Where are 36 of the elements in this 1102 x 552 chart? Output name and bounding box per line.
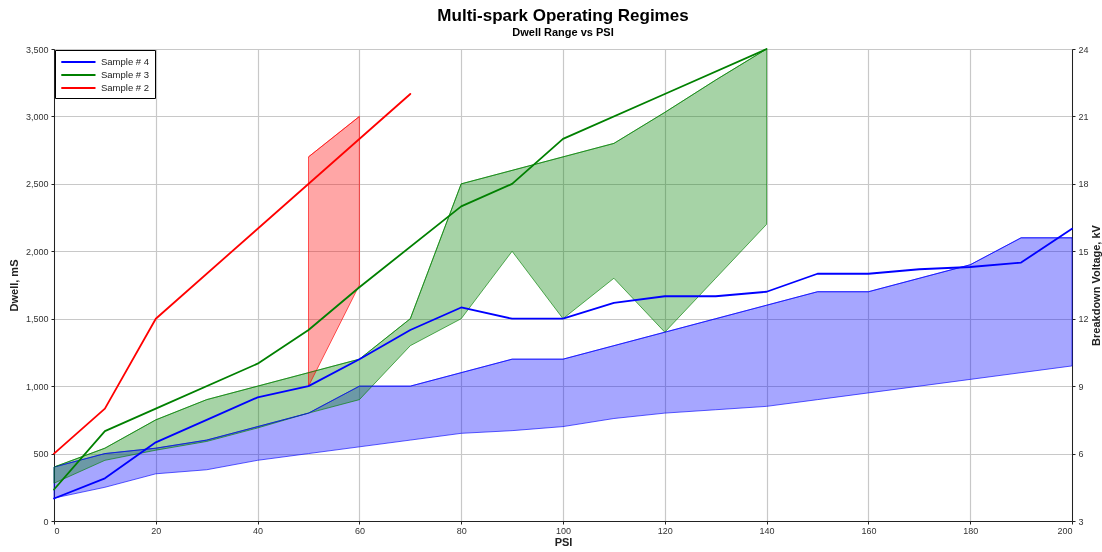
y2-tick-label: 12 (1078, 314, 1089, 325)
legend-label: Sample # 3 (101, 69, 150, 80)
x-tick-label: 40 (253, 525, 264, 536)
x-tick-label: 180 (963, 525, 979, 536)
x-tick-label: 0 (54, 525, 60, 536)
y-tick-label: 3,500 (25, 44, 49, 55)
y-tick-label: 1,000 (25, 381, 49, 392)
y2-tick-label: 9 (1078, 381, 1084, 392)
y2-axis-title: Breakdown Voltage, kV (1089, 224, 1102, 346)
y-tick-label: 2,000 (25, 246, 49, 257)
legend-label: Sample # 2 (101, 82, 150, 93)
y-tick-label: 1,500 (25, 314, 49, 325)
x-tick-label: 120 (657, 525, 673, 536)
y2-tick-label: 15 (1078, 246, 1089, 257)
y-axis-title: Dwell, mS (7, 259, 20, 312)
chart-subtitle: Dwell Range vs PSI (512, 26, 614, 38)
x-tick-label: 160 (861, 525, 877, 536)
y2-tick-label: 21 (1078, 111, 1089, 122)
x-tick-label: 200 (1057, 525, 1073, 536)
y2-tick-label: 6 (1078, 449, 1084, 460)
legend-label: Sample # 4 (101, 56, 150, 67)
y-tick-label: 0 (43, 516, 49, 527)
x-tick-label: 140 (759, 525, 775, 536)
y2-tick-label: 3 (1078, 516, 1084, 527)
x-axis-title: PSI (554, 535, 573, 548)
y2-tick-label: 24 (1078, 44, 1089, 55)
chart-title: Multi-spark Operating Regimes (437, 6, 689, 25)
y-tick-label: 3,000 (25, 111, 49, 122)
x-tick-label: 100 (555, 525, 572, 536)
line-series (53, 93, 412, 455)
y-tick-label: 500 (33, 449, 49, 460)
y2-tick-label: 18 (1078, 179, 1089, 190)
x-tick-label: 20 (151, 525, 162, 536)
x-tick-label: 80 (456, 525, 467, 536)
y-tick-label: 2,500 (25, 179, 49, 190)
x-tick-label: 60 (354, 525, 365, 536)
